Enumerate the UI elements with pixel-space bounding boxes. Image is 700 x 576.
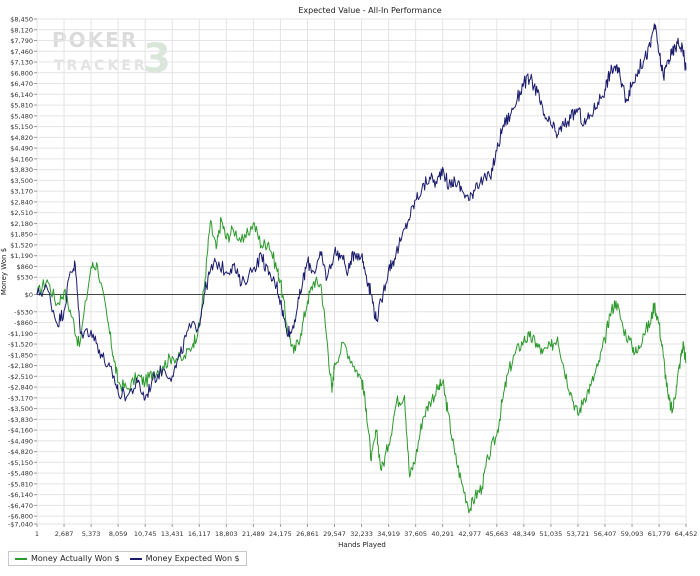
x-tick-label: 56,407 [594, 530, 617, 538]
y-tick-label: $3,500 [10, 177, 33, 185]
y-tick-label: -$5,480 [8, 470, 33, 478]
x-tick-label: 13,431 [161, 530, 184, 538]
x-tick-label: 18,803 [215, 530, 238, 538]
y-tick-label: -$5,810 [8, 480, 33, 488]
y-tick-label: -$4,820 [8, 448, 33, 456]
legend-swatch-expected [130, 558, 142, 560]
x-tick-label: 53,721 [567, 530, 590, 538]
y-tick-label: $4,820 [10, 134, 33, 142]
x-tick-label: 42,977 [458, 530, 481, 538]
y-tick-label: -$4,490 [8, 437, 33, 445]
y-tick-label: $2,840 [10, 198, 33, 206]
x-tick-label: 37,605 [404, 530, 427, 538]
y-tick-label: -$6,470 [8, 502, 33, 510]
x-tick-label: 45,663 [485, 530, 508, 538]
watermark-mark: 3 [143, 36, 171, 82]
y-tick-label: $6,470 [10, 80, 33, 88]
x-tick-label: 5,373 [82, 530, 101, 538]
x-tick-label: 48,349 [512, 530, 535, 538]
y-tick-label: -$2,180 [8, 362, 33, 370]
y-tick-label: $7,790 [10, 37, 33, 45]
y-tick-label: -$7,040 [8, 521, 33, 529]
y-tick-label: $2,180 [10, 220, 33, 228]
y-tick-label: -$2,510 [8, 373, 33, 381]
x-axis-label: Hands Played [338, 541, 386, 549]
y-tick-label: -$530 [14, 308, 33, 316]
y-tick-label: -$4,160 [8, 427, 33, 435]
x-tick-label: 40,291 [431, 530, 454, 538]
x-tick-label: 59,093 [621, 530, 644, 538]
legend-label-expected: Money Expected Won $ [146, 554, 240, 563]
y-tick-label: -$1,190 [8, 330, 33, 338]
y-tick-label: $3,170 [10, 188, 33, 196]
x-tick-label: 16,117 [188, 530, 211, 538]
y-tick-label: $8,450 [10, 16, 33, 24]
x-tick-label: 51,035 [540, 530, 563, 538]
legend-label-actual: Money Actually Won $ [31, 554, 120, 563]
x-tick-label: 2,687 [55, 530, 74, 538]
x-tick-label: 64,452 [675, 530, 698, 538]
y-tick-label: $5,480 [10, 112, 33, 120]
y-tick-label: $1,850 [10, 231, 33, 239]
y-tick-label: $7,460 [10, 48, 33, 56]
y-tick-label: -$3,170 [8, 394, 33, 402]
y-tick-label: -$6,800 [8, 513, 33, 521]
y-tick-label: -$3,830 [8, 416, 33, 424]
y-tick-label: $0 [25, 291, 33, 299]
watermark-line1: POKER [52, 28, 138, 52]
y-tick-label: $6,140 [10, 91, 33, 99]
x-tick-label: 26,861 [296, 530, 319, 538]
y-tick-label: -$1,520 [8, 341, 33, 349]
y-tick-label: $8,120 [10, 26, 33, 34]
y-tick-label: -$6,140 [8, 491, 33, 499]
y-tick-label: $1,190 [10, 252, 33, 260]
y-tick-label: $6,800 [10, 69, 33, 77]
y-tick-label: -$860 [14, 319, 33, 327]
x-tick-label: 8,059 [109, 530, 128, 538]
y-tick-label: -$1,850 [8, 351, 33, 359]
grid-layer [37, 19, 686, 524]
y-tick-label: $860 [16, 263, 33, 271]
chart-title: Expected Value - All-In Performance [298, 6, 441, 15]
x-tick-label: 29,547 [323, 530, 346, 538]
y-tick-label: -$5,150 [8, 459, 33, 467]
watermark-line2: TRACKER [54, 58, 148, 74]
legend-item-actual: Money Actually Won $ [15, 554, 120, 563]
x-tick-label: 61,779 [648, 530, 671, 538]
y-tick-label: $530 [16, 274, 33, 282]
y-tick-label: $4,490 [10, 145, 33, 153]
x-tick-label: 32,233 [350, 530, 373, 538]
watermark-logo: POKER TRACKER 3 [52, 28, 171, 82]
y-tick-label: $3,830 [10, 166, 33, 174]
legend-swatch-actual [15, 558, 27, 560]
legend-item-expected: Money Expected Won $ [130, 554, 240, 563]
x-tick-label: 1 [35, 530, 39, 538]
y-tick-label: -$3,500 [8, 405, 33, 413]
y-tick-label: -$2,840 [8, 384, 33, 392]
y-tick-label: $4,160 [10, 155, 33, 163]
x-tick-label: 10,745 [134, 530, 157, 538]
y-tick-label: $5,810 [10, 102, 33, 110]
y-tick-label: $5,150 [10, 123, 33, 131]
legend: Money Actually Won $ Money Expected Won … [8, 551, 247, 566]
x-tick-label: 21,489 [242, 530, 265, 538]
x-tick-label: 34,919 [377, 530, 400, 538]
y-tick-label: $1,520 [10, 241, 33, 249]
y-axis-label: Money Won $ [0, 248, 8, 295]
y-tick-label: $7,130 [10, 59, 33, 67]
x-tick-label: 24,175 [269, 530, 292, 538]
y-tick-label: $2,510 [10, 209, 33, 217]
